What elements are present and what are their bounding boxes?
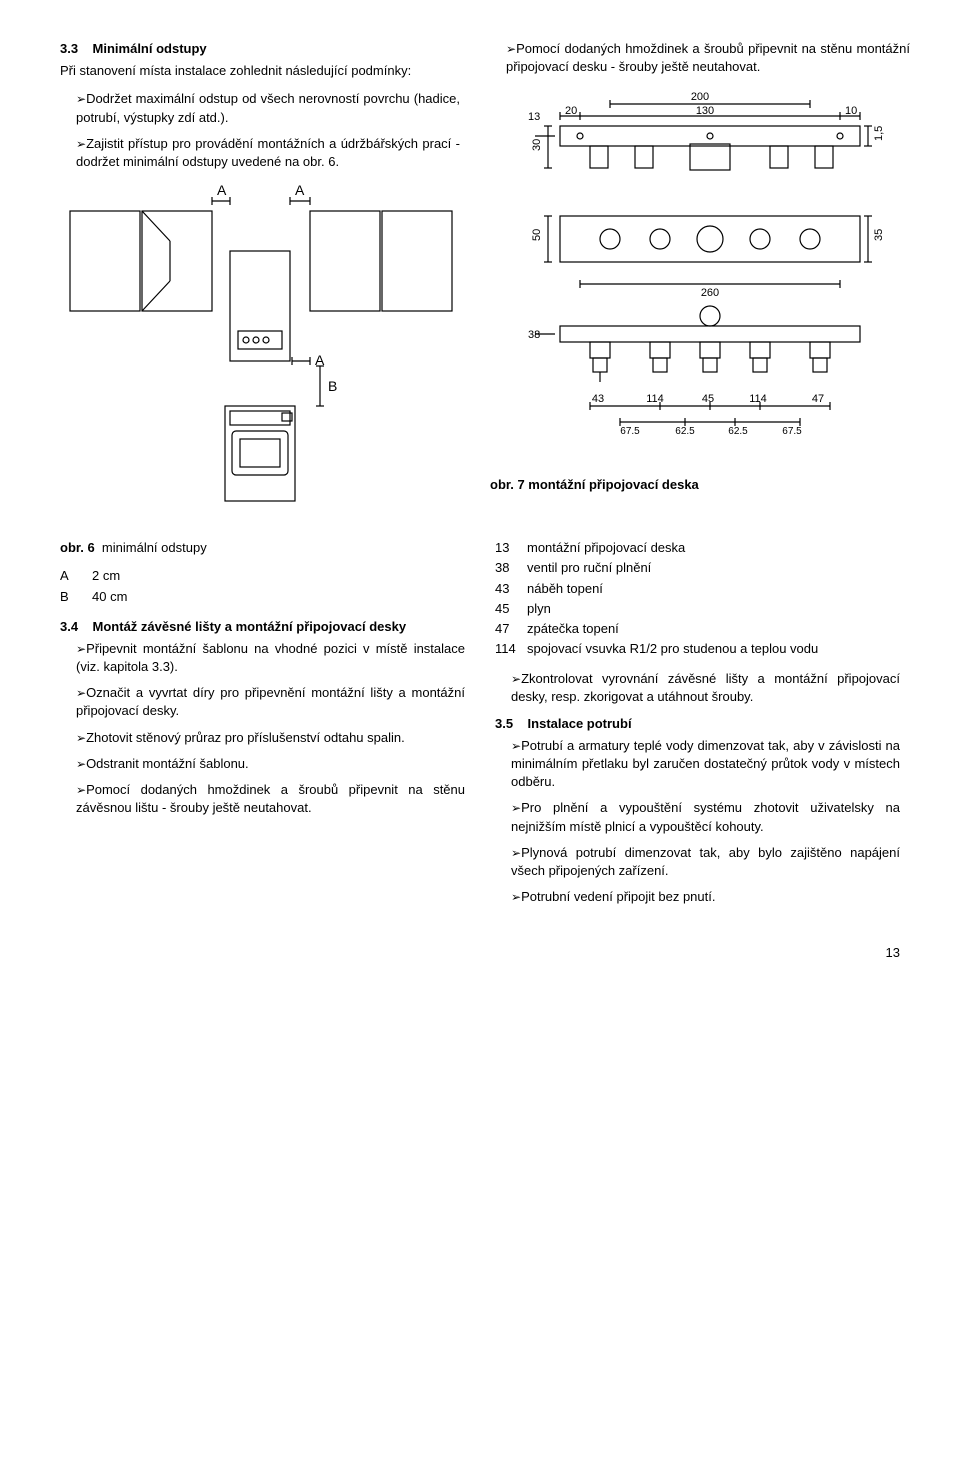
svg-text:43: 43: [592, 393, 604, 405]
col-left-top: 3.3 Minimální odstupy Při stanovení míst…: [60, 40, 460, 531]
sec-3-5-head: 3.5 Instalace potrubí: [495, 715, 900, 733]
sec-3-4-b1: Připevnit montážní šablonu na vhodné poz…: [60, 640, 465, 676]
top-columns: 3.3 Minimální odstupy Při stanovení míst…: [60, 40, 900, 531]
col-right-bottom: 13montážní připojovací deska 38ventil pr…: [495, 539, 900, 914]
sec-3-4-title: Montáž závěsné lišty a montážní připojov…: [93, 619, 407, 634]
sec-3-4-b5: Pomocí dodaných hmoždinek a šroubů připe…: [60, 781, 465, 817]
svg-text:30: 30: [531, 139, 543, 151]
sec-3-3-intro: Při stanovení místa instalace zohlednit …: [60, 62, 460, 80]
svg-text:260: 260: [701, 287, 719, 299]
svg-text:13: 13: [528, 111, 540, 123]
sec-3-3-b2: Zajistit přístup pro provádění montážníc…: [60, 135, 460, 171]
sec-3-5-b2: Pro plnění a vypouštění systému zhotovit…: [495, 799, 900, 835]
svg-text:10: 10: [845, 105, 857, 117]
sec-3-3-b1: Dodržet maximální odstup od všech nerovn…: [60, 90, 460, 126]
sec-3-4-b3: Zhotovit stěnový průraz pro příslušenstv…: [60, 729, 465, 747]
svg-text:20: 20: [565, 105, 577, 117]
col-left-bottom: obr. 6 minimální odstupy A2 cm B40 cm 3.…: [60, 539, 465, 914]
sec-3-4-b2: Označit a vyvrtat díry pro připevnění mo…: [60, 684, 465, 720]
col-right-top: Pomocí dodaných hmoždinek a šroubů připe…: [490, 40, 910, 531]
fig6-caption: obr. 6 minimální odstupy: [60, 539, 465, 557]
sec-3-5-b3: Plynová potrubí dimenzovat tak, aby bylo…: [495, 844, 900, 880]
svg-text:B: B: [328, 378, 337, 394]
svg-text:62.5: 62.5: [675, 426, 695, 437]
fig7-diagram: 200 13 20 130 10 30 1,5 50 35: [490, 86, 910, 466]
svg-text:1,5: 1,5: [873, 126, 885, 141]
svg-text:38: 38: [528, 329, 540, 341]
fig7-legend: 13montážní připojovací deska 38ventil pr…: [495, 539, 828, 660]
sec-3-4-num: 3.4: [60, 619, 78, 634]
svg-text:114: 114: [646, 393, 664, 405]
svg-text:114: 114: [749, 393, 767, 405]
svg-text:62.5: 62.5: [728, 426, 748, 437]
fig6-diagram: A A A B: [60, 181, 460, 521]
svg-text:A: A: [295, 182, 305, 198]
sec-3-5-b1: Potrubí a armatury teplé vody dimenzovat…: [495, 737, 900, 792]
svg-text:200: 200: [691, 91, 709, 103]
svg-text:130: 130: [696, 105, 714, 117]
fig6-legend: A2 cm B40 cm: [60, 567, 137, 607]
fig7-caption: obr. 7 montážní připojovací deska: [490, 476, 910, 494]
svg-text:47: 47: [812, 393, 824, 405]
sec-3-5-b4: Potrubní vedení připojit bez pnutí.: [495, 888, 900, 906]
page-number: 13: [60, 944, 900, 962]
svg-text:50: 50: [531, 229, 543, 241]
sec-3-5-title: Instalace potrubí: [528, 716, 632, 731]
sec-3-5-num: 3.5: [495, 716, 513, 731]
sec-3-4-head: 3.4 Montáž závěsné lišty a montážní přip…: [60, 618, 465, 636]
sec-3-3-title: Minimální odstupy: [93, 41, 207, 56]
sec-3-3-head: 3.3 Minimální odstupy: [60, 40, 460, 58]
sec-3-4-b4: Odstranit montážní šablonu.: [60, 755, 465, 773]
svg-text:67.5: 67.5: [782, 426, 802, 437]
bottom-columns: obr. 6 minimální odstupy A2 cm B40 cm 3.…: [60, 539, 900, 914]
svg-text:A: A: [217, 182, 227, 198]
svg-text:67.5: 67.5: [620, 426, 640, 437]
pomoci-top: Pomocí dodaných hmoždinek a šroubů připe…: [490, 40, 910, 76]
svg-text:45: 45: [702, 393, 714, 405]
zkontrolovat: Zkontrolovat vyrovnání závěsné lišty a m…: [495, 670, 900, 706]
sec-3-3-num: 3.3: [60, 41, 78, 56]
svg-text:35: 35: [873, 229, 885, 241]
